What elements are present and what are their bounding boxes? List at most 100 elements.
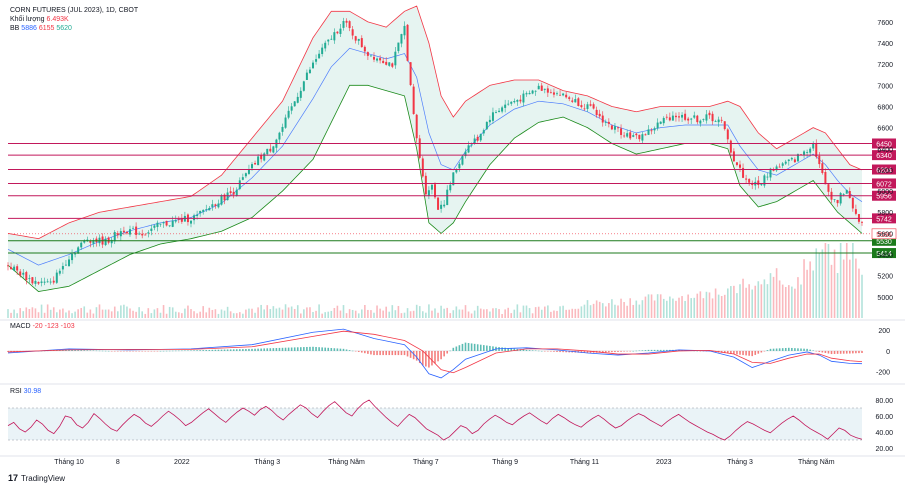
volume-bar <box>242 313 244 318</box>
volume-bar <box>13 309 15 318</box>
volume-bar <box>461 309 464 318</box>
volume-bar <box>830 264 833 318</box>
volume-bar <box>836 273 839 318</box>
volume-bar <box>83 306 86 318</box>
volume-bar <box>598 301 601 318</box>
candle-body <box>470 144 473 146</box>
macd-hist-bar <box>113 350 116 352</box>
volume-bar <box>687 294 689 318</box>
macd-hist-bar <box>446 350 448 354</box>
candle-body <box>473 138 476 144</box>
macd-hist-bar <box>248 348 250 351</box>
macd-hist-bar <box>254 348 256 351</box>
macd-hist-bar <box>10 350 12 352</box>
candle-body <box>632 135 635 137</box>
rsi-tick-label: 40.00 <box>875 430 893 437</box>
candle-body <box>711 113 714 122</box>
macd-hist-bar <box>217 349 220 351</box>
macd-hist-bar <box>120 350 122 352</box>
bb-lower-value: 5620 <box>56 25 72 32</box>
candle-body <box>501 107 504 112</box>
macd-hist-bar <box>586 350 589 353</box>
macd-hist-bar <box>489 345 491 351</box>
volume-label: Khối lượng <box>10 16 45 23</box>
candle-body <box>220 195 223 205</box>
macd-hist-bar <box>168 350 171 352</box>
candle-body <box>406 24 409 61</box>
candle-body <box>455 169 458 173</box>
rsi-label: RSI <box>10 388 22 395</box>
volume-bar <box>580 306 583 318</box>
volume-bar <box>135 311 137 318</box>
macd-hist-bar <box>415 350 418 361</box>
candle-body <box>336 31 339 34</box>
candle-body <box>848 191 851 199</box>
bb-basis-value: 5886 <box>21 25 37 32</box>
volume-bar <box>62 308 64 318</box>
volume-bar <box>705 291 708 318</box>
macd-hist-bar <box>601 350 604 353</box>
volume-bar <box>751 289 753 318</box>
candle-body <box>531 90 534 94</box>
macd-hist-bar <box>187 350 189 351</box>
macd-hist-bar <box>77 350 79 351</box>
volume-bar <box>611 299 613 318</box>
candle-body <box>543 88 546 90</box>
volume-bar <box>763 279 766 318</box>
candle-body <box>327 39 330 42</box>
macd-hist-bar <box>266 348 269 351</box>
volume-bar <box>361 309 363 318</box>
macd-hist-bar <box>144 350 147 352</box>
volume-bar <box>739 284 741 318</box>
volume-bar <box>202 306 204 318</box>
candle-body <box>653 128 656 131</box>
volume-bar <box>391 305 394 318</box>
candle-body <box>495 111 497 113</box>
candle-body <box>534 90 537 92</box>
volume-value: 6.493K <box>46 16 69 23</box>
volume-bar <box>656 294 659 318</box>
volume-bar <box>861 274 863 318</box>
macd-hist-bar <box>242 349 244 351</box>
volume-bar <box>428 304 430 318</box>
macd-hist-bar <box>342 348 345 351</box>
candle-body <box>845 189 848 194</box>
macd-hist-bar <box>235 349 238 351</box>
time-tick-label: Tháng 3 <box>254 459 280 466</box>
volume-bar <box>190 309 192 318</box>
candle-body <box>586 104 589 109</box>
candle-body <box>247 169 250 174</box>
volume-bar <box>760 284 763 318</box>
last-price-label: 5596 <box>876 232 892 239</box>
macd-hist-bar <box>348 350 351 351</box>
signal-line <box>7 330 863 374</box>
volume-bar <box>367 309 369 318</box>
volume-bar <box>711 298 714 318</box>
volume-bar <box>690 298 692 318</box>
macd-hist-bar <box>315 346 317 351</box>
price-tick-label: 7400 <box>877 41 893 48</box>
volume-bar <box>336 305 339 318</box>
candle-body <box>559 94 562 96</box>
volume-bar <box>839 243 842 318</box>
macd-hist-bar <box>748 350 750 356</box>
volume-bar <box>635 300 638 318</box>
volume-bar <box>473 310 476 318</box>
candle-body <box>793 159 796 163</box>
macd-hist-bar <box>562 350 564 353</box>
tradingview-logo[interactable]: 17 TradingView <box>8 473 65 483</box>
candle-body <box>132 227 135 229</box>
candle-body <box>379 58 382 61</box>
macd-hist-bar <box>101 350 104 352</box>
volume-bar <box>226 306 229 318</box>
volume-bar <box>65 312 67 318</box>
macd-hist-bar <box>620 350 622 352</box>
candle-body <box>592 104 595 109</box>
candle-body <box>479 133 482 141</box>
level-label: 5742 <box>876 216 892 223</box>
macd-hist-bar <box>245 349 247 351</box>
candle-body <box>376 58 379 61</box>
candle-body <box>284 117 287 128</box>
macd-hist-bar <box>357 350 360 352</box>
candle-body <box>644 134 647 136</box>
